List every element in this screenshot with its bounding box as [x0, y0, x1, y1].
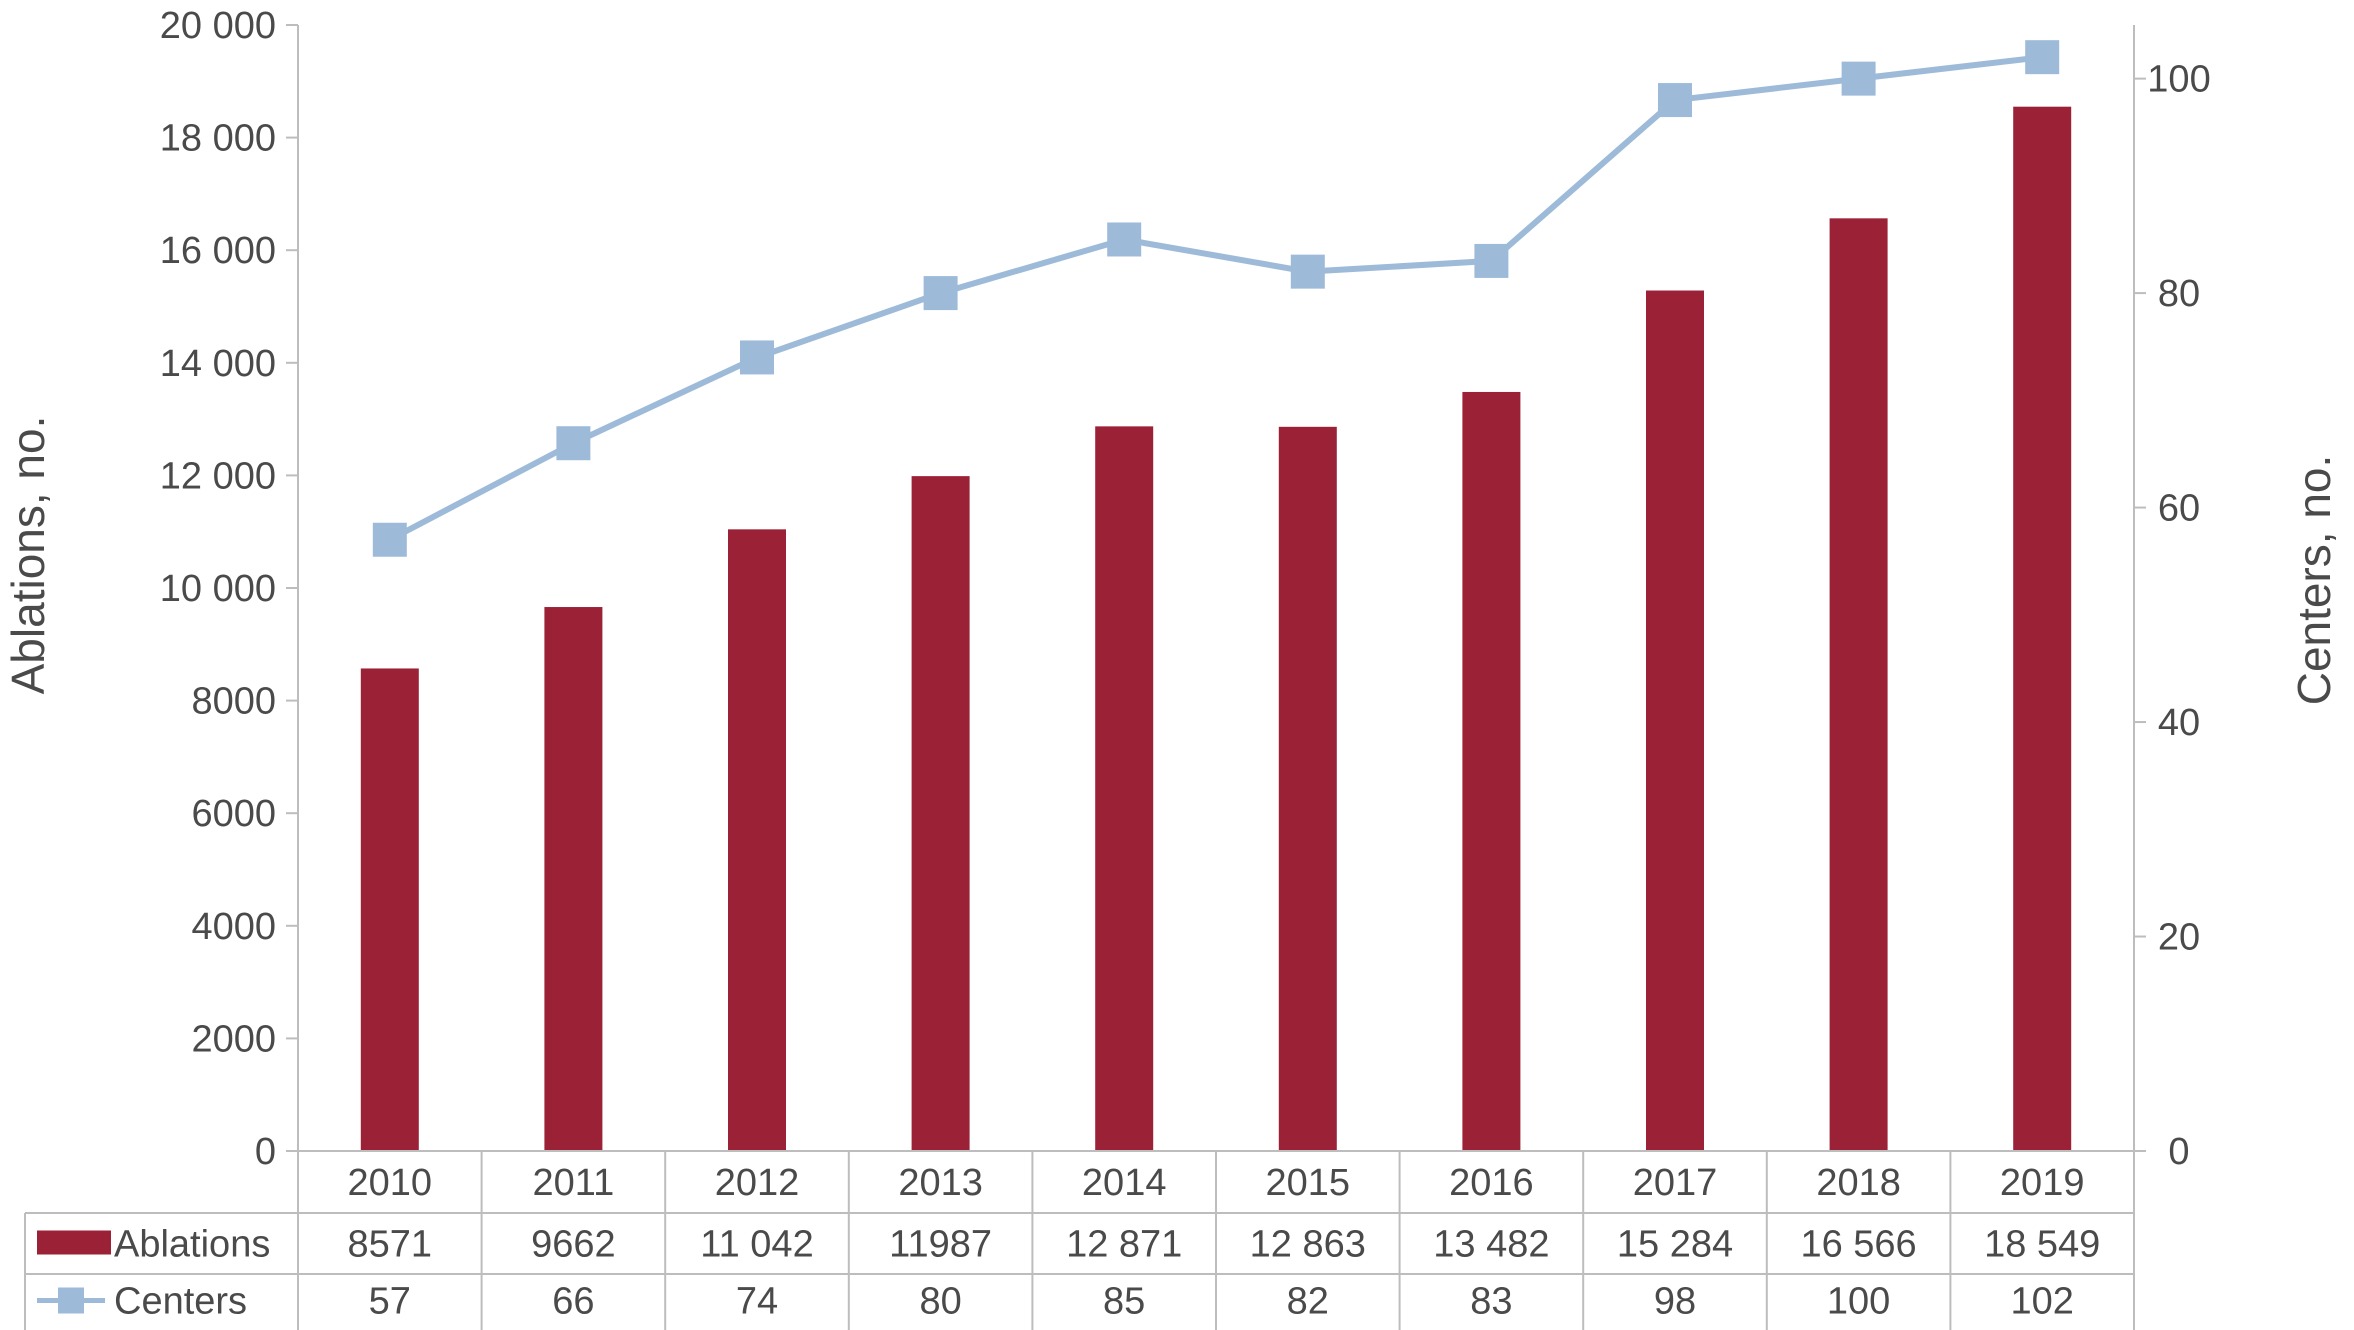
left-tick-label: 6000: [191, 793, 276, 835]
point-centers-2019: [2025, 40, 2060, 75]
data-label-ablations: 12 863: [1250, 1224, 1366, 1266]
x-tick-label: 2016: [1449, 1162, 1534, 1204]
data-label-centers: 85: [1103, 1281, 1145, 1323]
data-label-ablations: 18 549: [1984, 1224, 2100, 1266]
legend-ablations-swatch: [37, 1230, 111, 1255]
x-tick-label: 2013: [898, 1162, 983, 1204]
left-tick-label: 14 000: [160, 343, 276, 385]
bar-ablations-2011: [544, 607, 603, 1151]
right-tick-label: 80: [2158, 273, 2200, 315]
data-label-centers: 66: [552, 1281, 594, 1323]
left-tick-label: 18 000: [160, 118, 276, 160]
centers-line-layer: [372, 40, 2060, 557]
data-label-ablations: 11 042: [700, 1224, 813, 1266]
centers-line: [388, 54, 2043, 543]
data-label-ablations: 8571: [348, 1224, 433, 1266]
x-tick-label: 2017: [1633, 1162, 1718, 1204]
left-tick-label: 12 000: [160, 455, 276, 497]
legend-centers-marker: [58, 1287, 84, 1314]
left-tick-label: 16 000: [160, 230, 276, 272]
x-tick-label: 2010: [348, 1162, 433, 1204]
left-axis-title: Ablations, no.: [2, 416, 54, 695]
data-table: 2010 2011 2012 2013 2014 2015 2016 2017 2018 2019…: [24, 1150, 2135, 1330]
left-tick-label: 0: [255, 1131, 276, 1173]
left-tick-label: 8000: [191, 681, 276, 723]
x-tick-label: 2012: [715, 1162, 800, 1204]
bar-ablations-2013: [911, 476, 970, 1151]
axes-layer: 0 2000 4000 6000 8000 10 000 12 000 14 000 16 00…: [160, 5, 2211, 1173]
point-centers-2010: [372, 522, 407, 557]
left-tick-label: 10 000: [160, 568, 276, 610]
data-label-ablations: 9662: [531, 1224, 616, 1266]
x-tick-label: 2018: [1816, 1162, 1901, 1204]
data-label-ablations: 11987: [889, 1224, 992, 1266]
bar-ablations-2018: [1829, 218, 1888, 1151]
point-centers-2013: [923, 276, 958, 311]
bar-ablations-2014: [1095, 426, 1154, 1152]
left-tick-label: 2000: [191, 1018, 276, 1060]
data-label-centers: 57: [369, 1281, 411, 1323]
bar-ablations-2017: [1646, 290, 1704, 1151]
x-tick-label: 2019: [2000, 1162, 2085, 1204]
data-label-centers: 74: [736, 1281, 778, 1323]
data-label-ablations: 13 482: [1433, 1224, 1549, 1266]
legend-centers-label: Centers: [114, 1281, 247, 1323]
left-tick-label: 4000: [191, 906, 276, 948]
data-label-centers: 102: [2010, 1281, 2073, 1323]
data-label-centers: 82: [1287, 1281, 1329, 1323]
right-tick-label: 40: [2158, 702, 2200, 744]
bar-ablations-2010: [360, 668, 419, 1151]
right-tick-label: 20: [2158, 917, 2200, 959]
x-tick-label: 2014: [1082, 1162, 1167, 1204]
point-centers-2015: [1290, 254, 1325, 289]
point-centers-2016: [1474, 243, 1509, 278]
right-tick-label: 60: [2158, 488, 2200, 530]
right-axis-title: Centers, no.: [2288, 455, 2340, 706]
bar-ablations-2016: [1462, 391, 1521, 1152]
data-label-ablations: 15 284: [1617, 1224, 1733, 1266]
data-label-centers: 83: [1470, 1281, 1512, 1323]
data-label-ablations: 12 871: [1066, 1224, 1182, 1266]
legend-ablations-label: Ablations: [114, 1224, 270, 1266]
data-label-centers: 100: [1827, 1281, 1890, 1323]
bar-ablations-2012: [728, 529, 786, 1151]
data-label-centers: 80: [919, 1281, 961, 1323]
x-tick-label: 2011: [533, 1162, 615, 1204]
bars-layer: [360, 106, 2072, 1152]
point-centers-2011: [556, 426, 591, 461]
point-centers-2014: [1107, 222, 1142, 257]
x-tick-label: 2015: [1266, 1162, 1351, 1204]
right-tick-label: 100: [2147, 59, 2210, 101]
bar-ablations-2015: [1278, 426, 1337, 1151]
point-centers-2012: [740, 340, 774, 375]
data-label-ablations: 16 566: [1800, 1224, 1916, 1266]
point-centers-2017: [1658, 83, 1692, 118]
point-centers-2018: [1841, 61, 1876, 96]
left-tick-label: 20 000: [160, 5, 276, 47]
bar-ablations-2019: [2013, 106, 2072, 1152]
data-label-centers: 98: [1654, 1281, 1696, 1323]
right-tick-label: 0: [2168, 1131, 2189, 1173]
